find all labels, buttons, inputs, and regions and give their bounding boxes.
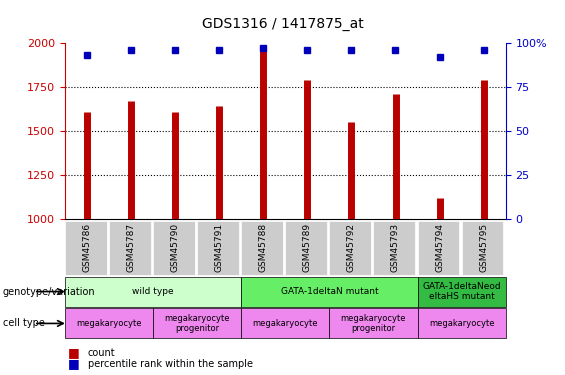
Bar [418,277,506,306]
Text: GSM45792: GSM45792 [347,223,356,272]
Text: megakaryocyte
progenitor: megakaryocyte progenitor [341,314,406,333]
Bar [65,309,153,338]
Bar [241,277,418,306]
Text: GSM45786: GSM45786 [82,223,92,272]
Bar [418,309,506,338]
Bar [65,220,107,274]
Bar [109,220,151,274]
Text: GSM45787: GSM45787 [127,223,136,272]
Bar [373,220,415,274]
Text: ■: ■ [68,346,80,359]
Text: GATA-1deltaNeod
eltaHS mutant: GATA-1deltaNeod eltaHS mutant [422,282,501,301]
Bar [153,309,241,338]
Bar [418,220,459,274]
Text: GATA-1deltaN mutant: GATA-1deltaN mutant [281,287,378,296]
Text: GSM45788: GSM45788 [259,223,268,272]
Bar [65,277,241,306]
Text: GSM45793: GSM45793 [391,223,400,272]
Bar [285,220,327,274]
Text: ■: ■ [68,357,80,370]
Text: percentile rank within the sample: percentile rank within the sample [88,359,253,369]
Bar [153,220,195,274]
Text: GSM45790: GSM45790 [171,223,180,272]
Bar [241,220,283,274]
Text: GSM45789: GSM45789 [303,223,312,272]
Bar [329,220,371,274]
Text: GSM45791: GSM45791 [215,223,224,272]
Text: GSM45795: GSM45795 [479,223,488,272]
Text: megakaryocyte: megakaryocyte [429,319,494,328]
Text: cell type: cell type [3,318,45,328]
Bar [462,220,503,274]
Text: genotype/variation: genotype/variation [3,286,95,297]
Text: GSM45794: GSM45794 [435,223,444,272]
Bar [241,309,329,338]
Text: count: count [88,348,115,357]
Text: GDS1316 / 1417875_at: GDS1316 / 1417875_at [202,17,363,31]
Text: megakaryocyte: megakaryocyte [253,319,318,328]
Text: megakaryocyte
progenitor: megakaryocyte progenitor [164,314,230,333]
Bar [197,220,239,274]
Bar [329,309,418,338]
Text: wild type: wild type [132,287,174,296]
Text: megakaryocyte: megakaryocyte [76,319,142,328]
